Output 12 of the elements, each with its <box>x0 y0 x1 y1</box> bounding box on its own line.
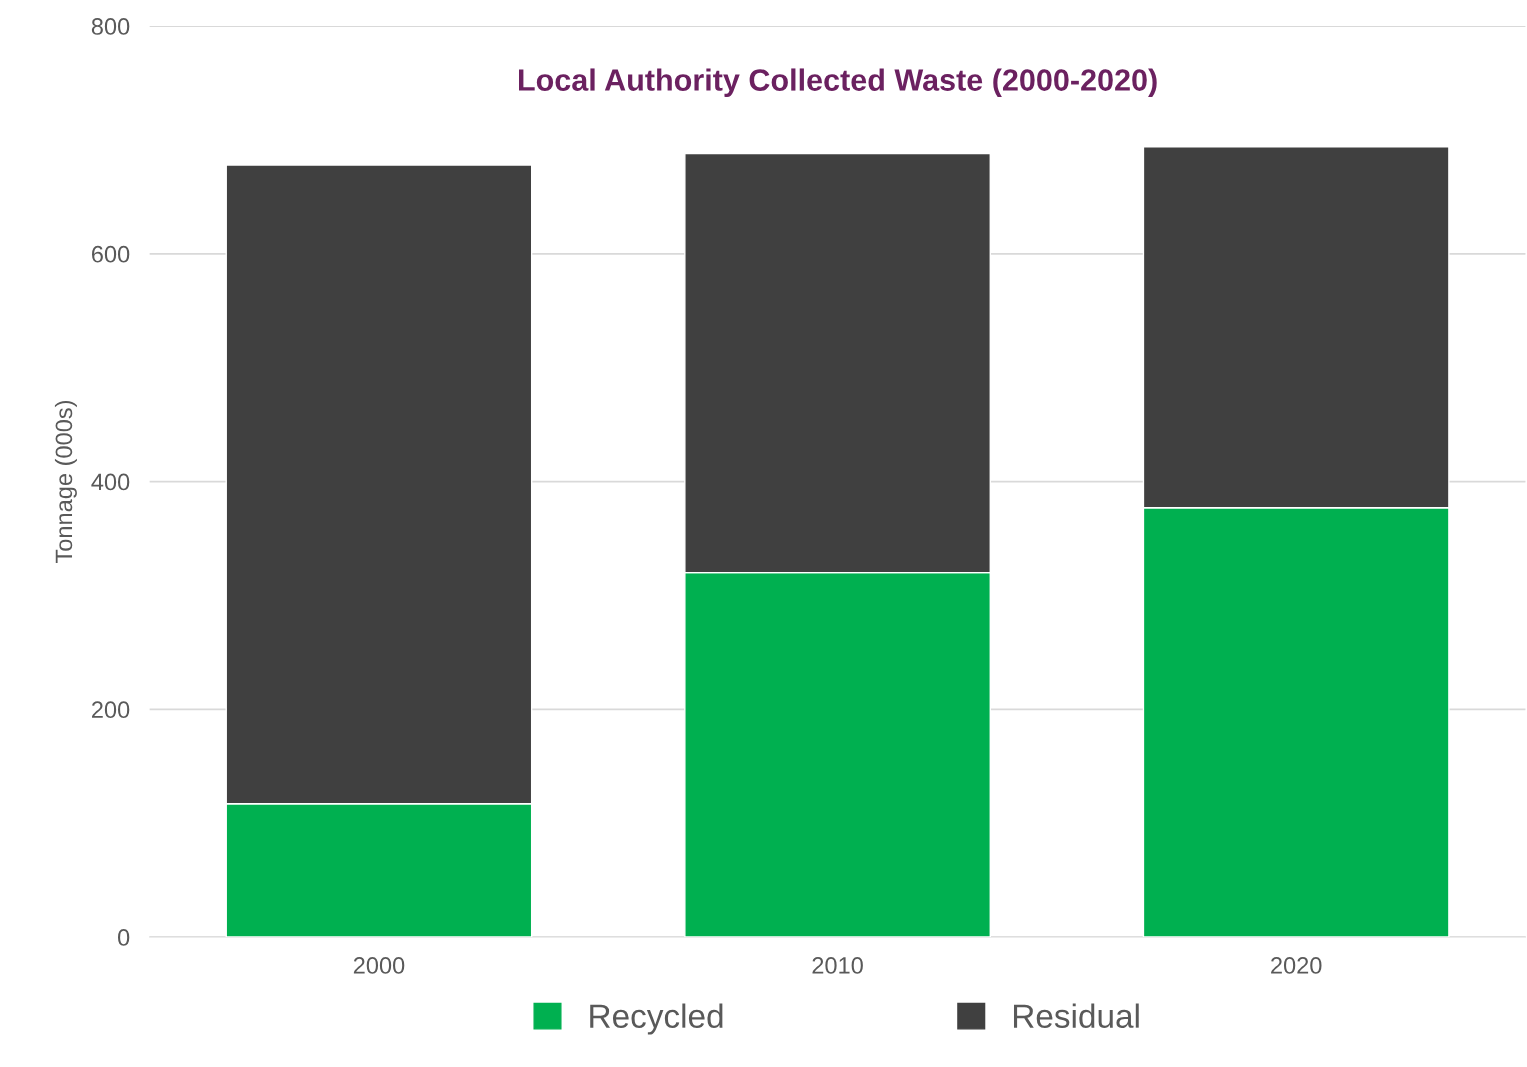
y-tick-label: 600 <box>92 245 130 263</box>
text: Local Authority Collected Waste (2000-2020) <box>519 68 1157 97</box>
x-tick-label: 2020 <box>1271 957 1322 974</box>
y-tick-label: 200 <box>92 701 130 719</box>
legend-label: Residual <box>1013 1003 1139 1028</box>
legend-label: Recycled <box>590 1003 723 1035</box>
y-tick-label: 800 <box>91 18 130 35</box>
y-tick-label: 400 <box>91 473 130 491</box>
y-axis-title: Tonnage (000s) <box>54 400 77 564</box>
x-tick-label: 2000 <box>353 957 405 974</box>
x-tick-label: 2010 <box>812 957 863 974</box>
y-tick-label: 0 <box>117 929 130 946</box>
